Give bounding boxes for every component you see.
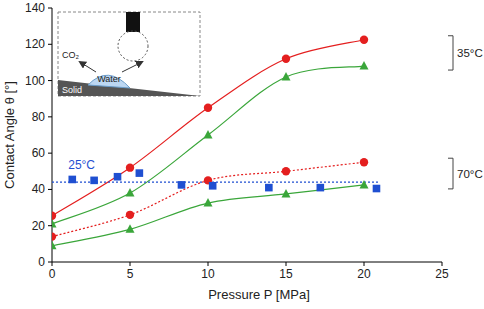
x-axis-title: Pressure P [MPa]	[208, 287, 310, 302]
x-tick	[286, 262, 287, 266]
point	[360, 158, 368, 166]
x-tick	[130, 262, 131, 266]
chart: 0 5 10 15 20 25 0 20 40 60 80 100 120 140 Pressure P […	[0, 0, 484, 309]
y-tick-label: 60	[32, 146, 46, 160]
inset	[58, 12, 200, 96]
point	[52, 219, 57, 228]
y-tick	[48, 80, 52, 81]
arrow	[122, 62, 142, 72]
y-tick-label: 120	[25, 37, 45, 51]
x-tick-label: 10	[201, 267, 215, 281]
inset-label: Solid	[62, 85, 82, 95]
needle	[126, 12, 140, 32]
inset-frame	[58, 12, 200, 96]
y-tick	[48, 225, 52, 226]
y-tick	[48, 44, 52, 45]
x-tick	[364, 262, 365, 266]
bubble	[118, 31, 148, 61]
y-tick-label: 140	[25, 1, 45, 15]
point	[373, 185, 381, 193]
point	[360, 180, 369, 189]
point	[360, 61, 369, 70]
point	[136, 169, 144, 177]
point	[52, 232, 56, 240]
plot-area	[52, 36, 380, 250]
point	[204, 104, 212, 112]
point	[52, 212, 56, 220]
y-tick-label: 0	[38, 255, 45, 269]
point	[126, 188, 135, 197]
series-line	[52, 162, 364, 236]
annotation: 25°C	[68, 158, 95, 172]
point	[204, 198, 213, 207]
y-tick-label: 20	[32, 219, 46, 233]
y-tick-label: 40	[32, 182, 46, 196]
bracket	[448, 36, 453, 70]
x-tick	[52, 262, 53, 266]
y-tick	[48, 116, 52, 117]
annotation: 35°C	[457, 47, 483, 59]
point	[209, 182, 217, 190]
arrow	[80, 62, 96, 72]
x-axis	[52, 262, 442, 263]
point	[282, 167, 290, 175]
point	[52, 241, 57, 250]
series-line	[52, 66, 364, 224]
point	[126, 211, 134, 219]
x-tick-label: 15	[279, 267, 293, 281]
point	[126, 163, 134, 171]
point	[317, 184, 325, 192]
y-axis-title: Contact Angle θ [°]	[2, 81, 17, 189]
point	[265, 184, 273, 192]
point	[204, 130, 213, 139]
y-tick	[48, 153, 52, 154]
x-tick	[208, 262, 209, 266]
x-tick-label: 20	[357, 267, 371, 281]
point	[360, 36, 368, 44]
point	[282, 55, 290, 63]
y-tick	[48, 189, 52, 190]
series-line	[52, 185, 364, 246]
x-tick	[442, 262, 443, 266]
point	[282, 72, 291, 81]
point	[114, 173, 122, 181]
point	[178, 181, 186, 189]
x-tick-label: 5	[127, 267, 134, 281]
y-tick	[48, 262, 52, 263]
inset-label: Water	[97, 74, 121, 84]
point	[68, 176, 76, 184]
y-tick	[48, 8, 52, 9]
x-tick-label: 0	[49, 267, 56, 281]
bracket	[448, 158, 453, 189]
point	[90, 177, 98, 185]
inset-label: CO₂	[62, 50, 80, 60]
annotation: 70°C	[457, 168, 483, 180]
point	[282, 189, 291, 198]
series-line	[52, 40, 364, 216]
y-tick-label: 100	[25, 74, 45, 88]
y-tick-label: 80	[32, 110, 46, 124]
x-tick-label: 25	[435, 267, 449, 281]
point	[126, 224, 135, 233]
